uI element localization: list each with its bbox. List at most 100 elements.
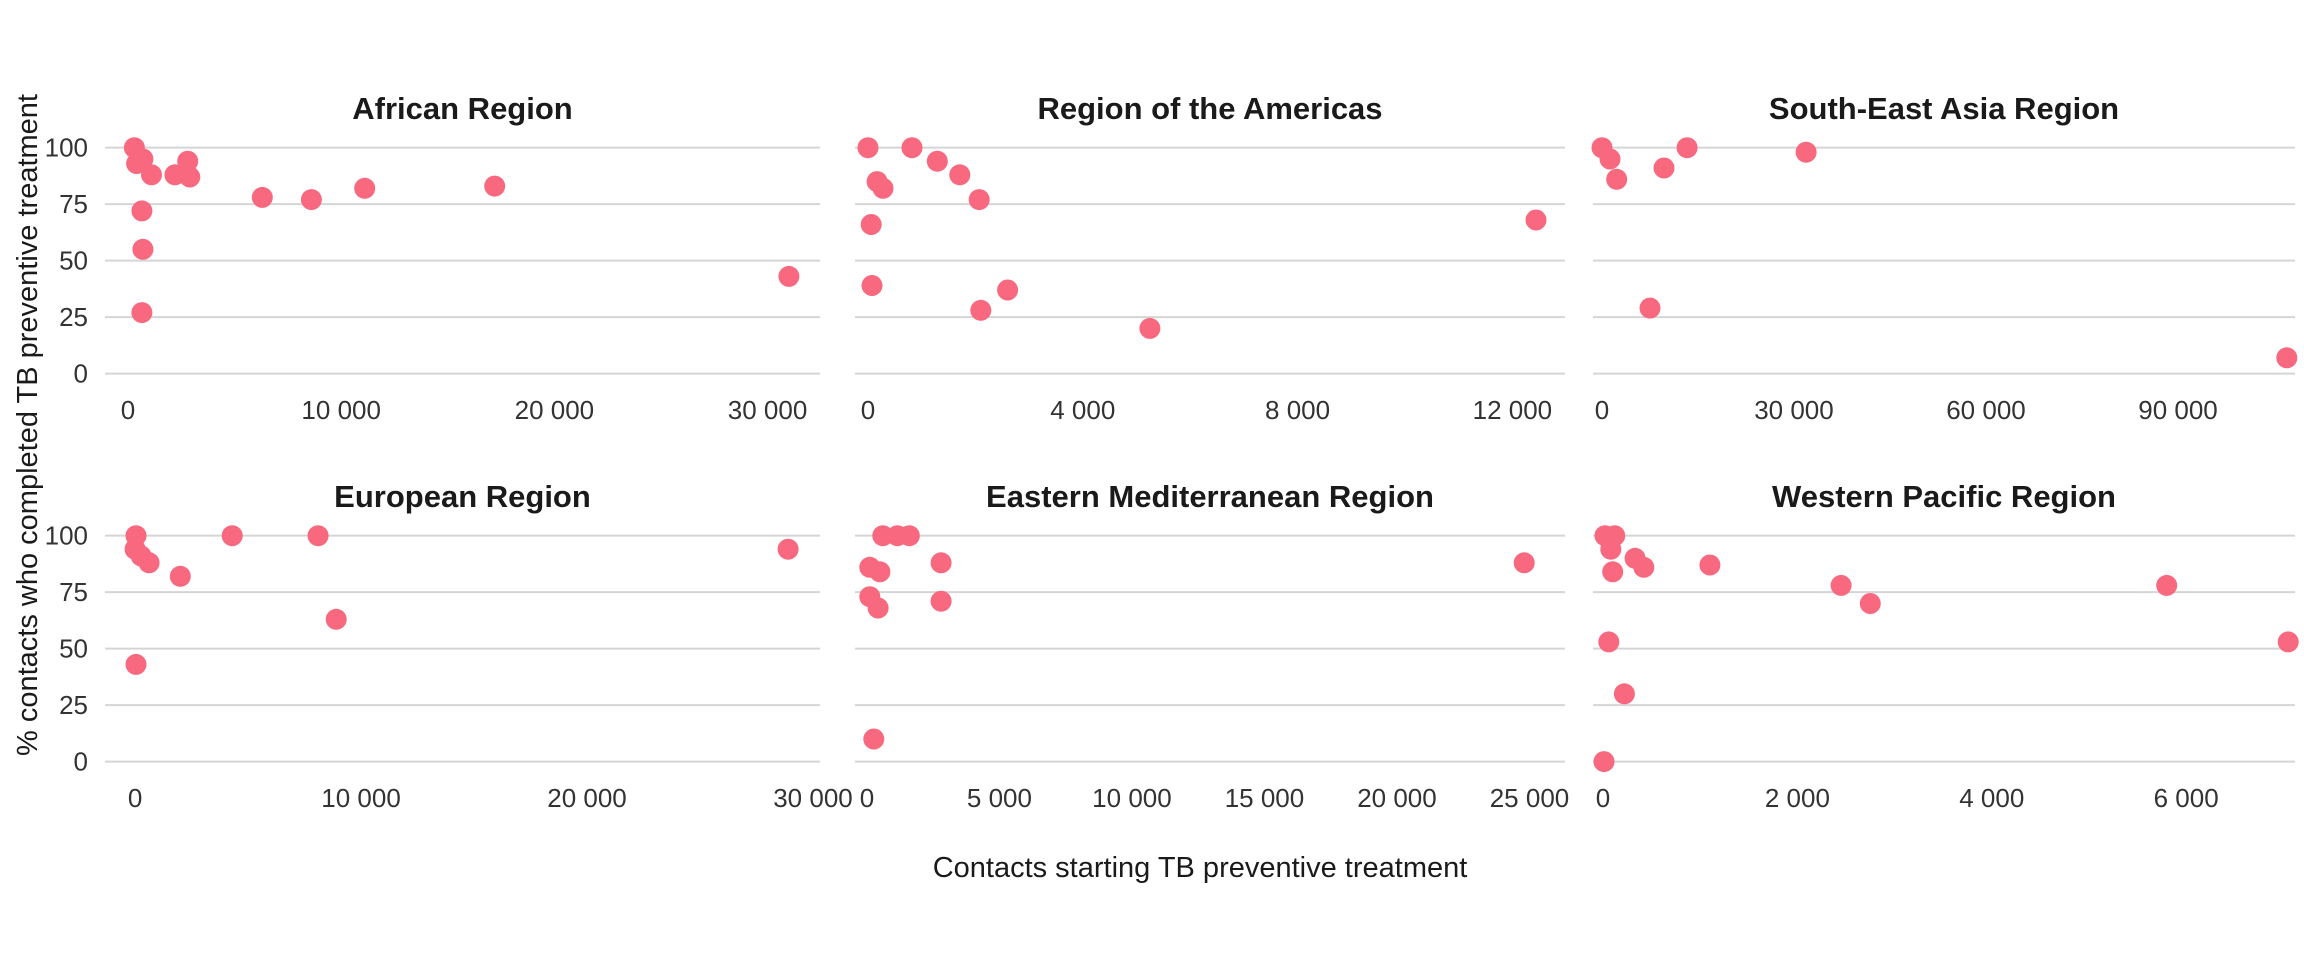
data-point	[872, 525, 894, 547]
facet-panel: African Region 0 10 000 20 000 30 000 0 25 50 75…	[45, 91, 820, 425]
data-point	[1795, 141, 1817, 163]
data-point	[131, 200, 153, 222]
data-point	[1633, 556, 1655, 578]
x-tick-label: 30 000	[728, 395, 808, 425]
x-tick-label: 20 000	[515, 395, 595, 425]
data-point	[1600, 538, 1622, 560]
x-tick-label: 0	[128, 783, 142, 813]
data-point	[1593, 751, 1615, 773]
data-point	[125, 653, 147, 675]
data-point	[777, 538, 799, 560]
facet-panel: Region of the Americas 0 4 000 8 000 12 000	[855, 91, 1565, 425]
y-tick-label: 50	[59, 634, 88, 664]
data-point	[126, 153, 148, 174]
x-tick-label: 20 000	[1357, 783, 1437, 813]
data-point	[901, 137, 923, 159]
x-tick-label: 0	[860, 783, 874, 813]
y-tick-label: 75	[59, 189, 88, 219]
x-tick-label: 0	[861, 395, 875, 425]
data-point	[1859, 593, 1881, 614]
data-point	[926, 150, 948, 172]
y-tick-label: 0	[74, 747, 88, 777]
facet-panel: Eastern Mediterranean Region 0 5 000 10 000…	[855, 479, 1569, 813]
facet-panel: South-East Asia Region 0 30 000 60 000 90 00…	[1591, 91, 2298, 425]
data-point	[1139, 317, 1161, 339]
y-tick-label: 0	[74, 359, 88, 389]
data-point	[169, 565, 191, 587]
data-point	[131, 302, 153, 324]
x-tick-label: 60 000	[1946, 395, 2026, 425]
data-point	[484, 175, 506, 197]
data-point	[251, 186, 273, 208]
x-tick-label: 4 000	[1959, 783, 2024, 813]
data-point	[307, 525, 329, 547]
data-point	[863, 728, 885, 750]
data-point	[2156, 574, 2178, 596]
x-tick-label: 15 000	[1225, 783, 1305, 813]
data-point	[778, 265, 800, 287]
y-tick-label: 100	[45, 521, 88, 551]
data-point	[177, 150, 199, 172]
y-tick-label: 100	[45, 133, 88, 163]
data-point	[1598, 631, 1620, 653]
data-point	[1606, 168, 1628, 190]
facet-title: African Region	[352, 91, 572, 126]
data-point	[141, 164, 162, 186]
x-tick-label: 10 000	[321, 783, 401, 813]
data-point	[997, 279, 1019, 301]
data-point	[857, 137, 879, 159]
data-point	[930, 552, 952, 574]
y-tick-label: 25	[59, 302, 88, 332]
y-tick-label: 75	[59, 577, 88, 607]
facet-title: South-East Asia Region	[1769, 91, 2119, 126]
data-point	[1676, 137, 1698, 159]
data-point	[949, 164, 971, 186]
data-point	[1699, 554, 1721, 576]
x-tick-label: 25 000	[1490, 783, 1570, 813]
facet-title: European Region	[334, 479, 591, 514]
x-tick-label: 10 000	[1092, 783, 1172, 813]
x-tick-label: 0	[1596, 783, 1610, 813]
data-point	[1639, 297, 1661, 319]
data-point	[970, 299, 992, 321]
data-point	[867, 597, 889, 619]
x-tick-label: 12 000	[1473, 395, 1553, 425]
data-point	[2277, 631, 2299, 653]
x-tick-label: 4 000	[1050, 395, 1115, 425]
data-point	[2276, 347, 2298, 369]
x-tick-label: 10 000	[301, 395, 381, 425]
data-point	[930, 590, 952, 612]
y-tick-label: 50	[59, 246, 88, 276]
data-point	[1599, 148, 1621, 170]
x-tick-label: 20 000	[547, 783, 627, 813]
x-tick-label: 2 000	[1765, 783, 1830, 813]
x-tick-label: 30 000	[1754, 395, 1834, 425]
data-point	[325, 608, 347, 630]
data-point	[1830, 574, 1852, 596]
x-tick-label: 0	[121, 395, 135, 425]
data-point	[872, 177, 894, 199]
data-point	[1613, 683, 1635, 705]
data-point	[300, 189, 322, 211]
data-point	[1525, 209, 1547, 231]
data-point	[132, 238, 154, 260]
data-point	[354, 177, 376, 199]
facet-panel: Western Pacific Region 0 2 000 4 000 6 000	[1593, 479, 2299, 813]
x-tick-label: 90 000	[2138, 395, 2218, 425]
x-tick-label: 0	[1595, 395, 1609, 425]
data-point	[968, 189, 990, 211]
facet-panel: European Region 0 10 000 20 000 30 000 0 25 50 7…	[45, 479, 853, 813]
data-point	[1513, 552, 1535, 574]
data-point	[1602, 561, 1624, 583]
x-tick-label: 8 000	[1265, 395, 1330, 425]
x-axis-title: Contacts starting TB preventive treatmen…	[932, 852, 1468, 884]
facet-title: Eastern Mediterranean Region	[986, 479, 1434, 514]
data-point	[861, 275, 883, 296]
facet-title: Region of the Americas	[1037, 91, 1382, 126]
data-point	[138, 552, 160, 574]
data-point	[1653, 157, 1675, 179]
x-tick-label: 6 000	[2154, 783, 2219, 813]
facet-title: Western Pacific Region	[1772, 479, 2116, 514]
